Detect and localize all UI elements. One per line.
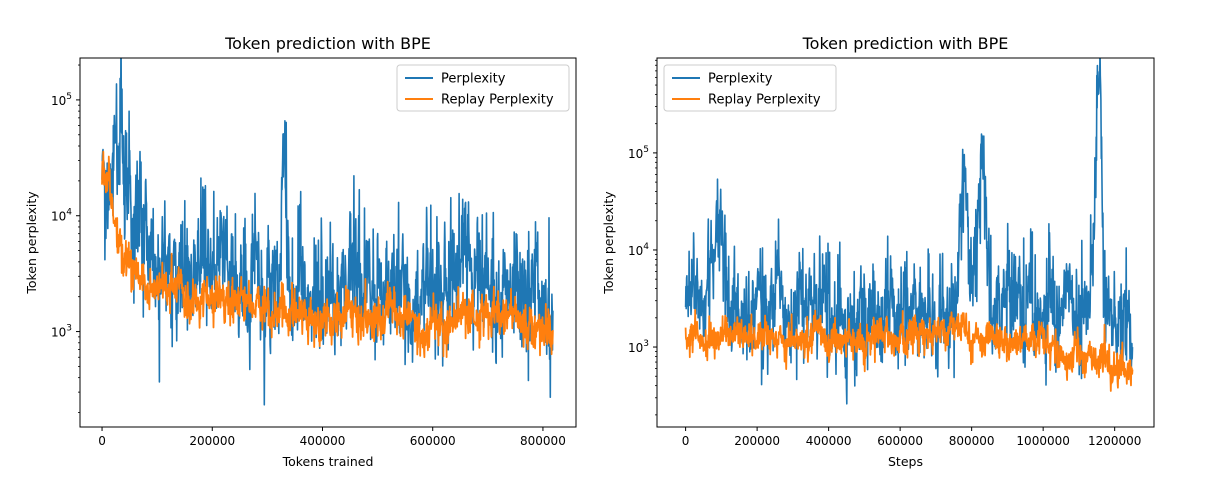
axes-frame (656, 57, 1155, 428)
legend-box (663, 64, 837, 112)
x-tick-label: 1200000 (1088, 434, 1141, 448)
y-tick-label: 105 (51, 92, 72, 108)
y-tick-label: 104 (51, 208, 72, 224)
legend-label: Replay Perplexity (708, 93, 821, 108)
y-axis-label: Token perplexity (24, 191, 39, 295)
x-tick-label: 1000000 (1016, 434, 1069, 448)
x-tick-label: 600000 (877, 434, 923, 448)
plot-area (101, 58, 554, 406)
series-line-replay-perplexity (101, 150, 554, 359)
y-axis-label: Token perplexity (601, 191, 616, 295)
right-chart-panel: 0 200000 400000 600000 800000 1000000 1200000 1… (601, 34, 1155, 469)
legend-label: Perplexity (441, 72, 506, 87)
legend-label: Replay Perplexity (441, 93, 554, 108)
x-axis-label: Steps (888, 454, 923, 469)
series-line-replay-perplexity (684, 308, 1134, 392)
axes-frame (79, 57, 577, 428)
chart-title: Token prediction with BPE (224, 34, 431, 53)
y-tick-label: 105 (628, 145, 649, 161)
x-tick-label: 400000 (806, 434, 852, 448)
legend-label: Perplexity (708, 72, 773, 87)
x-tick-label: 800000 (520, 434, 566, 448)
y-tick-label: 104 (628, 242, 649, 258)
x-tick-label: 200000 (734, 434, 780, 448)
x-tick-label: 400000 (300, 434, 346, 448)
legend-box (396, 64, 570, 112)
y-tick-label: 103 (51, 324, 72, 340)
legend: Perplexity Replay Perplexity (396, 64, 570, 112)
legend: Perplexity Replay Perplexity (663, 64, 837, 112)
plot-area (684, 58, 1134, 405)
x-tick-label: 200000 (189, 434, 235, 448)
series-line-perplexity (684, 58, 1134, 405)
x-axis-label: Tokens trained (282, 454, 374, 469)
x-tick-label: 0 (98, 434, 106, 448)
chart-title: Token prediction with BPE (802, 34, 1009, 53)
x-tick-label: 800000 (949, 434, 995, 448)
left-chart-panel: 0 200000 400000 600000 800000 103 104 105 Token … (24, 34, 577, 469)
x-tick-label: 600000 (410, 434, 456, 448)
y-tick-label: 103 (628, 339, 649, 355)
x-tick-label: 0 (682, 434, 690, 448)
